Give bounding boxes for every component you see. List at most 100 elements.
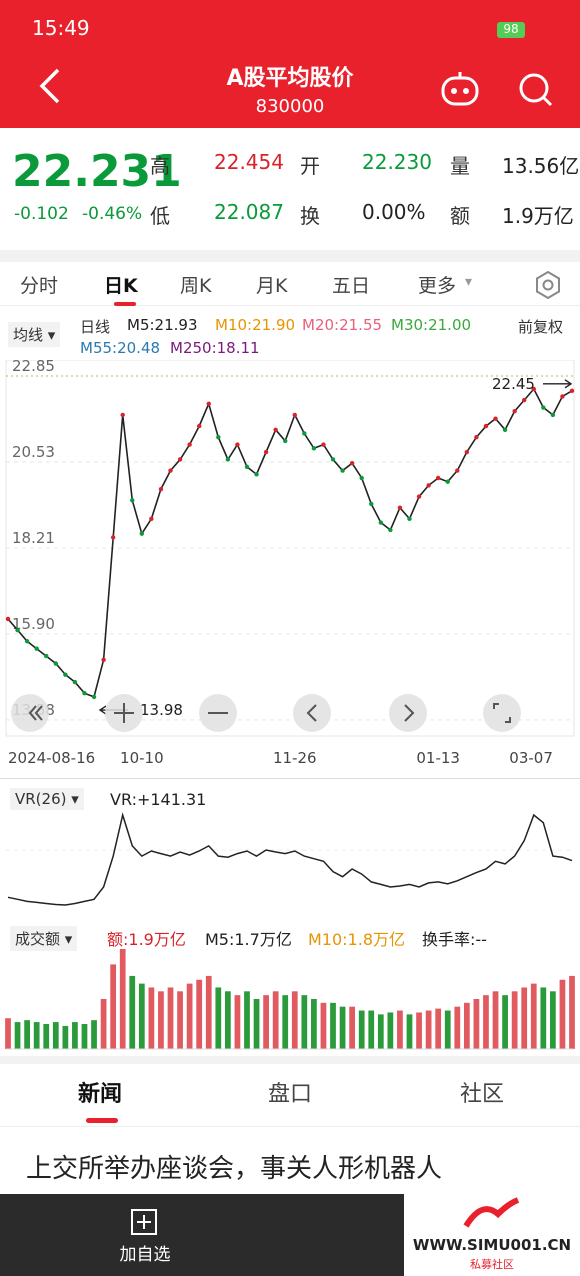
- volume-bar: [416, 1012, 422, 1049]
- vol-m5: M5:1.7万亿: [205, 930, 292, 949]
- tab[interactable]: 日K: [104, 275, 138, 297]
- volume-bar: [91, 1020, 97, 1049]
- price-point: [225, 457, 231, 462]
- volume-bar: [100, 999, 107, 1049]
- price-point: [455, 468, 460, 473]
- volume-bar: [301, 995, 308, 1049]
- price-point: [53, 661, 58, 666]
- zoom-button[interactable]: [483, 694, 521, 732]
- volume-bar: [148, 987, 155, 1049]
- price-point: [340, 468, 345, 473]
- price-point: [158, 486, 164, 492]
- price-point: [349, 460, 355, 466]
- news-tab[interactable]: 社区: [460, 1082, 505, 1107]
- volume-bar: [569, 975, 575, 1049]
- divider: [0, 778, 580, 779]
- volume-bar: [559, 979, 566, 1049]
- price-point: [283, 438, 288, 444]
- divider: [0, 305, 580, 306]
- volume-bar: [72, 1022, 78, 1049]
- tab[interactable]: 五日: [332, 275, 371, 297]
- x-tick-label: 11-26: [272, 749, 317, 767]
- ma55: M55:20.48: [80, 339, 161, 357]
- title: A股平均股价: [226, 66, 354, 91]
- price-line: [7, 387, 573, 698]
- price-point: [445, 479, 450, 484]
- search[interactable]: [516, 70, 556, 110]
- headline[interactable]: 上交所举办座谈会，事关人形机器人: [26, 1154, 443, 1184]
- ma20: M20:21.55: [302, 316, 383, 334]
- add-icon[interactable]: [130, 1208, 158, 1236]
- ma-selector-text: 均线: [13, 326, 44, 344]
- news-tab[interactable]: 新闻: [78, 1082, 123, 1107]
- tab[interactable]: 月K: [256, 275, 288, 297]
- volume-bar: [81, 1024, 88, 1049]
- price-point: [435, 475, 441, 481]
- price-point: [63, 672, 68, 677]
- ma5: M5:21.93: [127, 316, 198, 334]
- volume-bar: [215, 987, 222, 1049]
- zoom-button[interactable]: [389, 694, 427, 732]
- more-arrow: ▾: [465, 274, 473, 290]
- robot-icon[interactable]: [440, 70, 480, 106]
- code: 830000: [255, 96, 325, 117]
- price-point: [502, 427, 508, 432]
- volume-bar: [62, 1025, 69, 1049]
- volume-bar: [224, 991, 231, 1049]
- separator: [0, 250, 580, 262]
- watermark-url: WWW.SIMU001.CN: [412, 1236, 572, 1254]
- y-tick-label: 15.90: [12, 615, 55, 633]
- top-bar: 15:49 98 A股平均股价 830000: [0, 0, 580, 128]
- vr-label: VR:+141.31: [110, 790, 207, 809]
- volume-bar: [253, 999, 260, 1049]
- volume-bar: [358, 1010, 365, 1049]
- price-point: [464, 449, 470, 455]
- vr-selector[interactable]: VR(26) ▾: [10, 788, 84, 810]
- volume-bar: [521, 987, 528, 1049]
- tab[interactable]: 更多: [418, 275, 457, 297]
- zoom-button[interactable]: [293, 694, 331, 732]
- settings[interactable]: [533, 270, 563, 300]
- price-point: [139, 531, 145, 536]
- volume-bar: [244, 991, 250, 1049]
- tab[interactable]: 分时: [20, 275, 59, 297]
- volume-bar: [339, 1006, 346, 1049]
- price-point: [302, 431, 307, 436]
- volume-selector[interactable]: 成交额 ▾: [10, 926, 78, 951]
- volume-selector-text: 成交额: [15, 930, 61, 948]
- turnover: 换手率:--: [422, 930, 487, 949]
- volume-bar: [129, 975, 136, 1049]
- price: 22.231: [12, 146, 182, 197]
- volume-bar: [110, 964, 117, 1049]
- volume-bar: [167, 987, 174, 1049]
- volume-bar: [263, 995, 269, 1049]
- add-watchlist[interactable]: 加自选: [119, 1245, 171, 1265]
- volume-bar: [52, 1022, 59, 1049]
- ma-selector[interactable]: 均线 ▾: [8, 322, 61, 347]
- volume-bar: [330, 1002, 336, 1049]
- volume-bar: [377, 1014, 384, 1049]
- price-point: [426, 483, 431, 488]
- price-point: [110, 535, 116, 540]
- price-point: [206, 401, 211, 407]
- field-value: 22.230: [362, 150, 432, 174]
- zoom-icon: [493, 703, 511, 723]
- tab[interactable]: 周K: [180, 275, 212, 297]
- vol-m10: M10:1.8万亿: [308, 930, 406, 949]
- field-value: 22.087: [214, 200, 284, 224]
- volume-chart: [5, 949, 575, 1050]
- price-point: [550, 412, 556, 418]
- back[interactable]: [36, 66, 66, 106]
- volume-bar: [158, 991, 164, 1049]
- adjust[interactable]: 前复权: [518, 318, 564, 336]
- price-point: [359, 475, 364, 481]
- news-tab-underline: [86, 1118, 118, 1123]
- volume-bar: [186, 983, 193, 1049]
- price-point: [369, 501, 374, 507]
- ma250: M250:18.11: [170, 339, 260, 357]
- news-tab[interactable]: 盘口: [268, 1082, 313, 1107]
- volume-bar: [444, 1010, 451, 1049]
- price-point: [187, 442, 192, 447]
- y-tick-label: 22.85: [12, 360, 55, 375]
- volume-bar: [33, 1022, 40, 1049]
